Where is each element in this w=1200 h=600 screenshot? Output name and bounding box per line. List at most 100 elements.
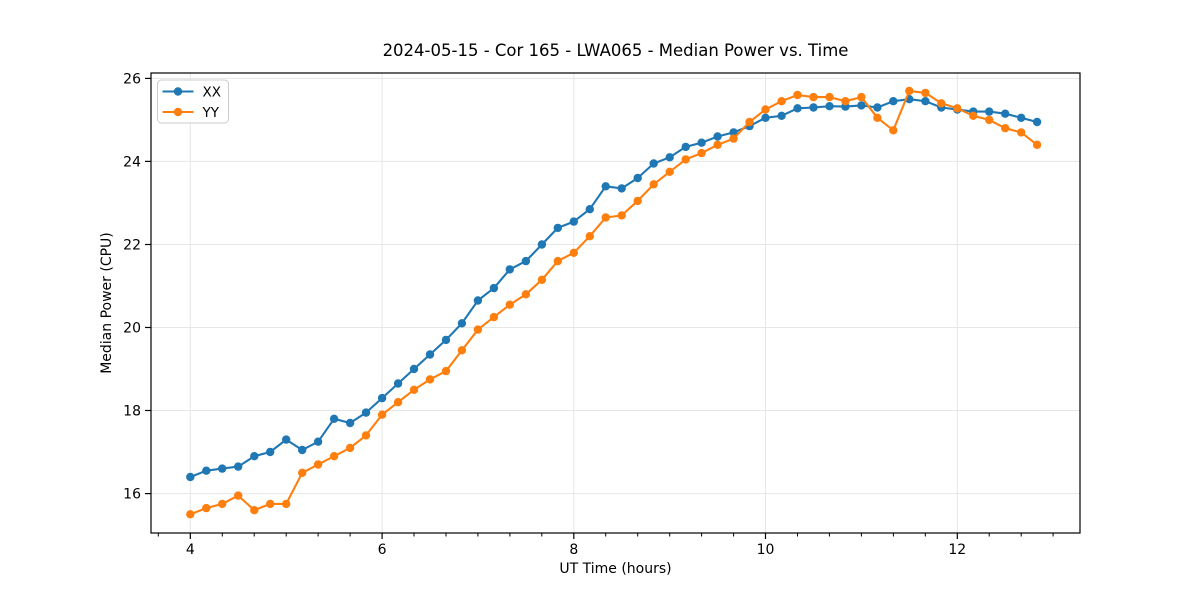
x-axis-label: UT Time (hours) bbox=[559, 561, 672, 577]
series-yy-marker bbox=[282, 499, 291, 509]
series-yy-marker bbox=[234, 491, 243, 500]
series-yy-marker bbox=[266, 499, 275, 509]
series-yy-marker bbox=[457, 346, 467, 355]
series-xx-marker bbox=[298, 445, 307, 455]
legend-label-xx: XX bbox=[203, 84, 222, 100]
series-yy-marker bbox=[681, 155, 690, 164]
series-yy-marker bbox=[985, 115, 994, 125]
series-xx-marker bbox=[457, 319, 467, 328]
series-xx-marker bbox=[361, 408, 371, 417]
series-xx-marker bbox=[761, 113, 770, 123]
series-xx-marker bbox=[921, 97, 930, 106]
plot-border bbox=[150, 72, 1081, 534]
series-yy-marker bbox=[553, 256, 562, 266]
series-yy-marker bbox=[505, 300, 514, 309]
series-xx-marker bbox=[377, 393, 387, 403]
series-xx-marker bbox=[665, 153, 674, 162]
series-xx-marker bbox=[489, 283, 499, 293]
series-yy-marker bbox=[585, 232, 594, 241]
series-xx-marker bbox=[985, 107, 994, 116]
series-xx-marker bbox=[313, 437, 323, 446]
series-yy-line bbox=[189, 89, 1039, 516]
series-yy-marker bbox=[489, 312, 499, 322]
legend-swatch-marker-xx bbox=[173, 87, 183, 96]
series-xx-marker bbox=[1017, 113, 1026, 123]
series-xx-marker bbox=[1001, 109, 1010, 118]
series-yy-marker bbox=[473, 325, 483, 334]
legend-swatch-marker-yy bbox=[173, 107, 183, 117]
series-xx-marker bbox=[857, 101, 866, 110]
series-yy-marker bbox=[633, 196, 642, 206]
series-xx-marker bbox=[186, 472, 195, 482]
series-xx-marker bbox=[553, 223, 562, 233]
series-xx-marker bbox=[266, 447, 275, 457]
series-yy-marker bbox=[841, 97, 850, 106]
series-xx-marker bbox=[329, 414, 339, 423]
series-yy-marker bbox=[537, 275, 547, 284]
x-tick-label: 12 bbox=[948, 542, 966, 558]
series-yy-marker bbox=[809, 92, 818, 102]
series-yy-marker bbox=[969, 111, 978, 121]
series-yy-marker bbox=[953, 104, 962, 113]
y-tick-label: 26 bbox=[123, 71, 141, 87]
series-yy-marker bbox=[218, 499, 227, 509]
series-yy-marker bbox=[409, 385, 419, 394]
series-yy-marker bbox=[713, 140, 722, 149]
series-xx-marker bbox=[425, 350, 435, 359]
series-xx-marker bbox=[537, 240, 547, 249]
series-xx-marker bbox=[873, 103, 882, 112]
series-yy-marker bbox=[377, 410, 387, 419]
series-xx-marker bbox=[473, 296, 483, 305]
series-yy-marker bbox=[361, 431, 371, 440]
series-yy-marker bbox=[569, 248, 578, 257]
x-tick-label: 10 bbox=[757, 542, 775, 558]
series-yy-marker bbox=[186, 510, 195, 519]
series-xx-marker bbox=[825, 102, 834, 111]
series-xx-marker bbox=[202, 466, 211, 475]
series-yy-marker bbox=[202, 503, 211, 513]
series-yy-marker bbox=[521, 290, 531, 299]
series-xx-marker bbox=[282, 435, 291, 444]
series-xx-marker bbox=[617, 184, 626, 193]
series-yy-marker bbox=[1032, 140, 1042, 149]
series-xx-marker bbox=[345, 418, 355, 428]
series-xx-marker bbox=[234, 462, 243, 471]
series-yy-marker bbox=[298, 468, 307, 477]
series-yy-marker bbox=[1001, 124, 1010, 133]
series-xx-marker bbox=[777, 111, 786, 121]
series-yy-marker bbox=[873, 113, 882, 123]
series-xx-line bbox=[189, 98, 1039, 479]
series-yy-marker bbox=[617, 211, 626, 220]
series-xx-marker bbox=[649, 159, 658, 168]
series-yy-marker bbox=[250, 506, 259, 515]
series-yy-marker bbox=[729, 134, 738, 143]
x-tick-label: 6 bbox=[378, 542, 387, 558]
series-xx-marker bbox=[809, 103, 818, 112]
series-xx-marker bbox=[505, 265, 514, 274]
series-yy-marker bbox=[697, 148, 706, 158]
series-xx-marker bbox=[409, 364, 419, 374]
series-yy-marker bbox=[313, 460, 323, 469]
series-xx-marker bbox=[601, 182, 610, 191]
series-yy-marker bbox=[665, 167, 674, 176]
series-yy-marker bbox=[857, 92, 866, 102]
series-yy-marker bbox=[793, 90, 802, 100]
series-xx-marker bbox=[729, 128, 738, 137]
series-xx-marker bbox=[569, 217, 578, 226]
series-xx-marker bbox=[793, 104, 802, 113]
series-xx-marker bbox=[681, 142, 690, 152]
series-yy-marker bbox=[889, 126, 898, 135]
x-tick-label: 4 bbox=[186, 542, 195, 558]
y-tick-label: 18 bbox=[123, 404, 141, 420]
series-xx-marker bbox=[521, 256, 531, 266]
series-yy-marker bbox=[329, 452, 339, 461]
series-yy-marker bbox=[777, 97, 786, 106]
y-tick-label: 22 bbox=[123, 238, 141, 254]
y-tick-label: 20 bbox=[123, 321, 141, 337]
y-tick-label: 24 bbox=[123, 154, 141, 170]
legend-label-yy: YY bbox=[202, 105, 220, 121]
series-xx-marker bbox=[713, 132, 722, 141]
series-yy-marker bbox=[601, 213, 610, 222]
